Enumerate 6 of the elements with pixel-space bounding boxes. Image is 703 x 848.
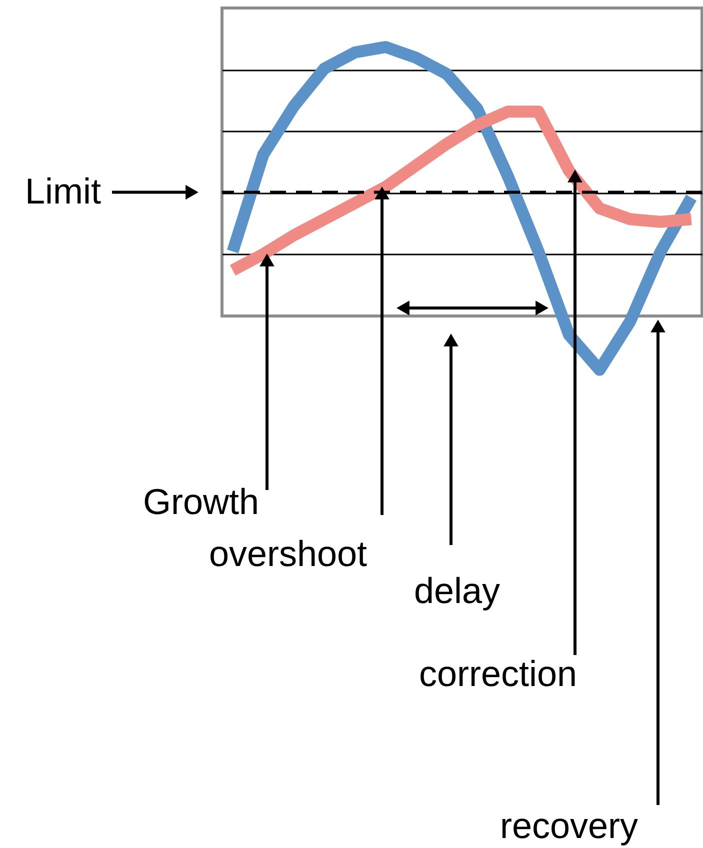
text: Growth [142, 481, 260, 522]
text: correction [418, 653, 578, 694]
ref-line-label: Limit [24, 170, 102, 212]
text: recovery [500, 805, 638, 846]
text: overshoot [208, 533, 368, 574]
text: delay [414, 570, 500, 611]
